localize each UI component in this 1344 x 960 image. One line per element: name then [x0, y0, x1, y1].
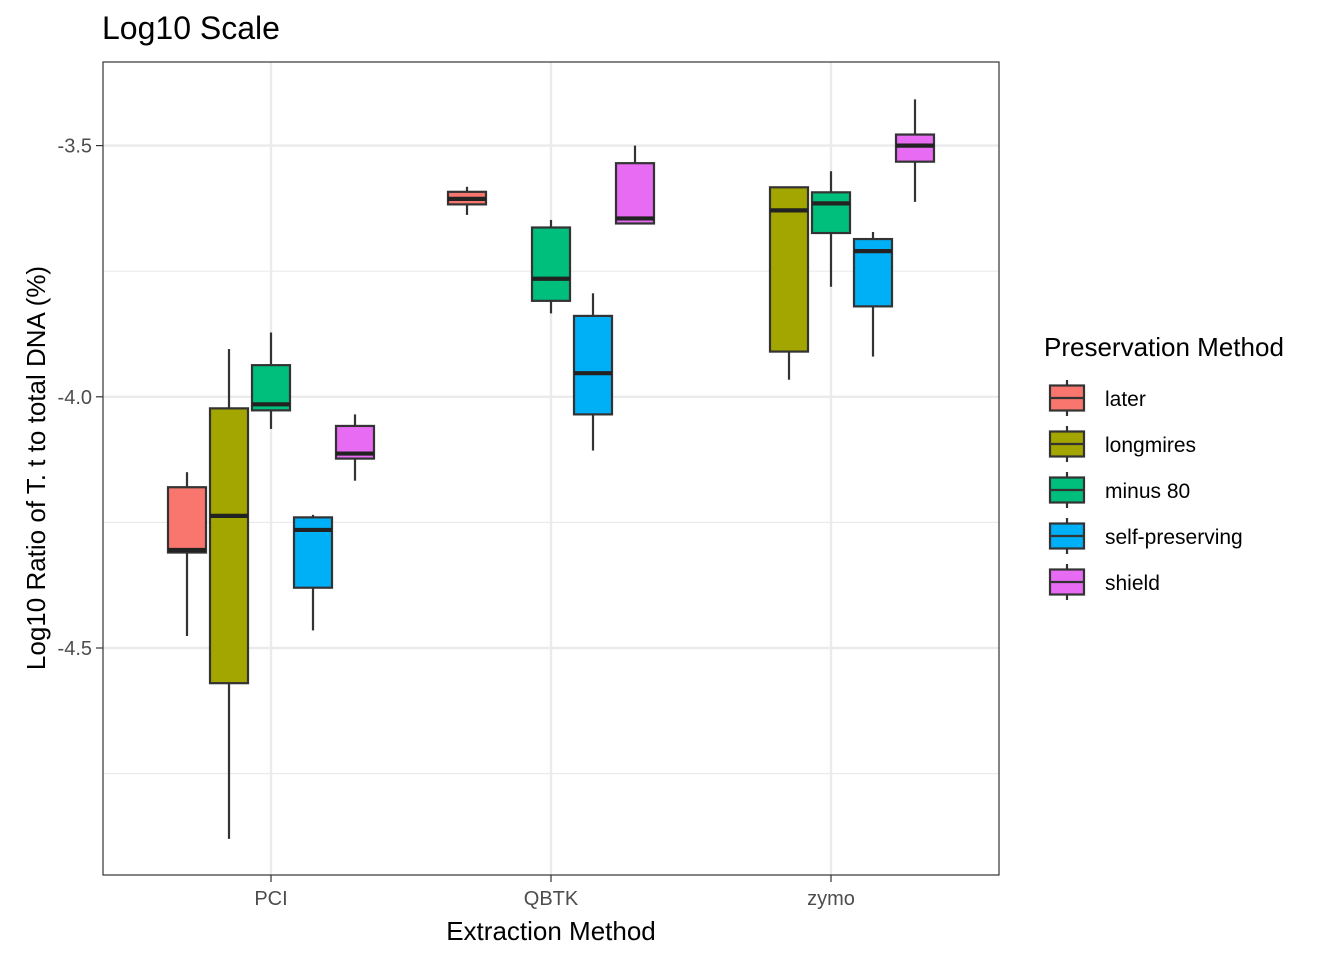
box-body [894, 133, 936, 163]
y-axis: -3.5 -4.0 -4.5 [58, 136, 103, 660]
legend-label: longmires [1105, 434, 1196, 457]
legend-item-minus-80: minus 80 [1048, 472, 1190, 508]
legend-label: self-preserving [1105, 526, 1243, 549]
box-later-PCI [166, 472, 208, 636]
box-minus-80-PCI [250, 332, 292, 429]
legend-item-later: later [1048, 380, 1146, 416]
y-axis-title: Log10 Ratio of T. t to total DNA (%) [21, 266, 51, 670]
legend-item-self-preserving: self-preserving [1048, 518, 1243, 554]
x-tick-label: QBTK [524, 888, 579, 910]
box-body [768, 186, 810, 353]
legend-label: later [1105, 388, 1146, 411]
legend-item-longmires: longmires [1048, 426, 1196, 462]
box-body [530, 226, 572, 302]
box-body [166, 486, 208, 554]
legend: Preservation Method later longmires minus … [1044, 332, 1284, 600]
legend-item-shield: shield [1048, 564, 1160, 600]
legend-title: Preservation Method [1044, 332, 1284, 362]
x-axis-title: Extraction Method [446, 916, 656, 946]
chart-title: Log10 Scale [102, 10, 280, 46]
y-tick-label: -4.0 [58, 387, 92, 409]
boxplots [166, 99, 936, 839]
y-tick-label: -4.5 [58, 638, 92, 660]
box-body [572, 314, 614, 416]
x-axis: PCI QBTK zymo [254, 875, 855, 910]
box-body [810, 191, 852, 235]
box-longmires-PCI [208, 349, 250, 839]
box-shield-PCI [334, 414, 376, 481]
box-self-preserving-PCI [292, 514, 334, 631]
y-tick-label: -3.5 [58, 136, 92, 158]
box-minus-80-QBTK [530, 219, 572, 314]
legend-label: shield [1105, 572, 1160, 595]
box-body [614, 162, 656, 225]
box-shield-QBTK [614, 145, 656, 225]
box-later-QBTK [446, 186, 488, 215]
box-self-preserving-zymo [852, 232, 894, 357]
box-minus-80-zymo [810, 171, 852, 287]
x-tick-label: zymo [807, 888, 855, 910]
legend-label: minus 80 [1105, 480, 1190, 503]
box-self-preserving-QBTK [572, 293, 614, 451]
x-tick-label: PCI [254, 888, 287, 910]
box-body [208, 407, 250, 685]
box-longmires-zymo [768, 186, 810, 380]
box-shield-zymo [894, 99, 936, 202]
